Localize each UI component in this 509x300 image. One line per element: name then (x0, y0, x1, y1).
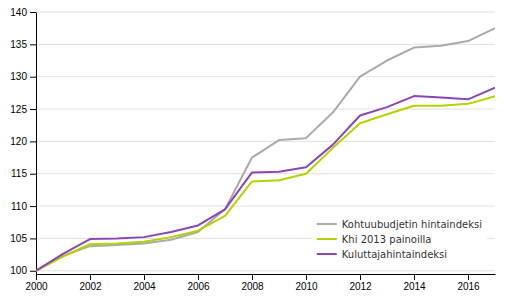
tick-mark (414, 274, 415, 280)
tick: 140 (10, 7, 36, 18)
tick-mark (252, 274, 253, 280)
tick-mark (30, 141, 36, 142)
grid-line (36, 109, 495, 110)
tick-label: 2000 (25, 281, 48, 292)
tick-mark (30, 12, 36, 13)
legend-item: Khi 2013 painoilla (317, 234, 432, 245)
tick: 120 (10, 136, 36, 147)
tick: 105 (10, 233, 36, 244)
legend: Kohtuubudjetin hintaindeksi Khi 2013 pain… (312, 212, 487, 266)
line (36, 28, 495, 271)
axis-line (36, 13, 37, 275)
tick-label: 135 (10, 39, 27, 50)
grid-line (36, 141, 495, 142)
tick: 2006 (187, 274, 210, 292)
tick: 2008 (241, 274, 264, 292)
legend-label: Kuluttajahintaindeksi (342, 249, 447, 260)
legend-swatch (317, 238, 337, 240)
tick-label: 2004 (133, 281, 156, 292)
legend-label: Kohtuubudjetin hintaindeksi (342, 219, 482, 230)
tick-mark (30, 271, 36, 272)
chart: 2000200220042006200820102012201420161001… (0, 0, 509, 300)
tick-mark (30, 174, 36, 175)
tick-label: 100 (10, 265, 27, 276)
grid-line (36, 44, 495, 45)
tick-mark (30, 109, 36, 110)
grid-line (36, 206, 495, 207)
tick-mark (198, 274, 199, 280)
grid-line (36, 173, 495, 174)
tick-mark (306, 274, 307, 280)
tick: 125 (10, 104, 36, 115)
grid-line (36, 12, 495, 13)
tick-mark (144, 274, 145, 280)
y-axis: 100 105 110 115 120 125 130 135 140 (10, 7, 36, 277)
legend-background (312, 212, 487, 266)
legend-item: Kohtuubudjetin hintaindeksi (317, 219, 482, 230)
tick-label: 2010 (295, 281, 318, 292)
tick-mark (90, 274, 91, 280)
tick-mark (30, 206, 36, 207)
tick: 2012 (349, 274, 372, 292)
line (36, 88, 495, 271)
tick-label: 130 (10, 71, 27, 82)
legend-label: Khi 2013 painoilla (342, 234, 432, 245)
grid (36, 12, 495, 271)
x-axis: 2000 2002 2004 2006 2008 2010 2012 2014 2016 (25, 274, 495, 292)
tick-mark (36, 274, 37, 280)
legend-item: Kuluttajahintaindeksi (317, 249, 447, 260)
tick: 135 (10, 39, 36, 50)
tick: 2004 (133, 274, 156, 292)
tick-label: 2006 (187, 281, 210, 292)
tick: 2016 (457, 274, 480, 292)
tick-label: 2012 (349, 281, 372, 292)
tick-label: 115 (11, 168, 27, 179)
tick-mark (30, 238, 36, 239)
tick-mark (30, 77, 36, 78)
tick-mark (360, 274, 361, 280)
tick-label: 120 (10, 136, 27, 147)
grid-line (36, 76, 495, 77)
tick: 115 (11, 168, 36, 179)
tick: 2002 (79, 274, 102, 292)
tick-label: 2002 (79, 281, 102, 292)
tick: 2014 (403, 274, 426, 292)
legend-swatch (317, 253, 337, 255)
tick-label: 2016 (457, 281, 480, 292)
tick: 2000 (25, 274, 48, 292)
tick-label: 2008 (241, 281, 264, 292)
line (36, 96, 495, 271)
tick: 2010 (295, 274, 318, 292)
tick: 110 (11, 201, 36, 212)
axis-line (37, 274, 496, 275)
lines (36, 28, 495, 271)
grid-line (36, 270, 495, 271)
tick: 130 (10, 71, 36, 82)
tick-mark (30, 44, 36, 45)
tick-label: 105 (10, 233, 27, 244)
tick-mark (468, 274, 469, 280)
plot-area: 2000200220042006200820102012201420161001… (10, 7, 495, 292)
tick-label: 125 (10, 104, 27, 115)
tick-label: 140 (10, 7, 27, 18)
tick: 100 (10, 265, 36, 276)
tick-label: 110 (11, 201, 27, 212)
legend-swatch (317, 223, 337, 225)
tick-label: 2014 (403, 281, 426, 292)
